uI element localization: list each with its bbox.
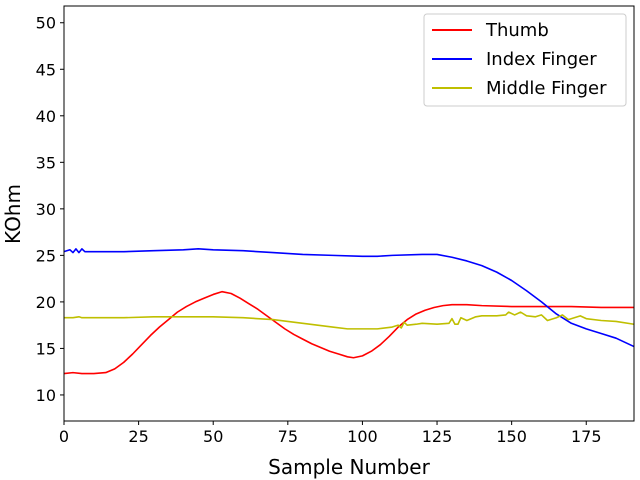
series-line-thumb [63, 290, 634, 375]
legend-label-thumb: Thumb [485, 20, 549, 41]
y-tick-label: 15 [36, 339, 56, 358]
y-tick-label: 45 [36, 60, 56, 79]
x-axis: 0 25 50 75 100 125 150 175 [59, 421, 602, 446]
x-tick-label: 125 [422, 427, 453, 446]
series-layer [63, 248, 635, 375]
y-tick-label: 30 [36, 200, 56, 219]
plot-frame [63, 5, 635, 422]
legend-frame [423, 13, 627, 107]
x-tick-label: 50 [203, 427, 223, 446]
legend-label-index-finger: Index Finger [486, 49, 597, 70]
x-tick-label: 75 [278, 427, 298, 446]
series-line-index-finger [63, 248, 635, 348]
y-tick-label: 50 [36, 14, 56, 33]
x-tick-label: 25 [128, 427, 148, 446]
legend: Thumb Index Finger Middle Finger [423, 13, 627, 107]
y-tick-label: 35 [36, 153, 56, 172]
y-axis-label: KOhm [1, 184, 25, 244]
legend-items: Thumb Index Finger Middle Finger [432, 20, 607, 99]
y-axis: 10 15 20 25 30 35 40 45 50 [36, 14, 64, 405]
y-tick-label: 40 [36, 107, 56, 126]
legend-label-middle-finger: Middle Finger [486, 78, 607, 99]
y-tick-label: 10 [36, 386, 56, 405]
y-tick-label: 25 [36, 246, 56, 265]
x-tick-label: 150 [496, 427, 527, 446]
x-tick-label: 175 [571, 427, 602, 446]
x-tick-label: 100 [347, 427, 378, 446]
x-axis-label: Sample Number [268, 455, 430, 479]
x-tick-label: 0 [59, 427, 69, 446]
y-tick-label: 20 [36, 293, 56, 312]
series-line-middle-finger [64, 311, 635, 330]
